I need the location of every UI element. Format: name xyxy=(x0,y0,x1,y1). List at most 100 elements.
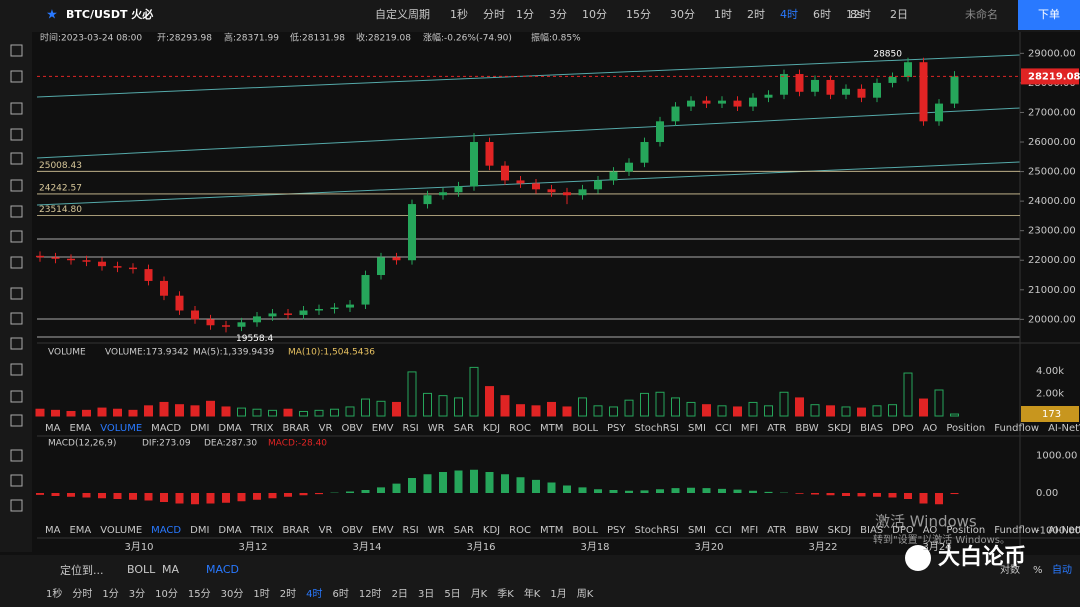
indicator-tab[interactable]: KDJ xyxy=(483,423,500,434)
bottom-period[interactable]: 15分 xyxy=(188,588,211,600)
indicator-tab[interactable]: DPO xyxy=(892,525,914,536)
period-tab[interactable]: 6时 xyxy=(813,8,831,21)
tool-icon[interactable] xyxy=(10,390,23,403)
indicator-tab[interactable]: BBW xyxy=(795,525,818,536)
bottom-period[interactable]: 1分 xyxy=(102,588,118,600)
indicator-tab[interactable]: AO xyxy=(923,423,938,434)
indicator-tab[interactable]: DPO xyxy=(892,423,914,434)
indicator-tab[interactable]: Position xyxy=(946,525,985,536)
bottom-tab[interactable]: MACD xyxy=(206,563,239,576)
indicator-tab[interactable]: BOLL xyxy=(572,525,598,536)
bottom-right[interactable]: % xyxy=(1033,565,1043,576)
indicator-tab[interactable]: ROC xyxy=(509,423,531,434)
indicator-tab[interactable]: MTM xyxy=(540,423,563,434)
bottom-period[interactable]: 季K xyxy=(497,588,514,600)
order-button[interactable] xyxy=(1018,0,1080,30)
indicator-tab[interactable]: MA xyxy=(45,525,61,536)
tool-icon[interactable] xyxy=(10,499,23,512)
period-tab[interactable]: 15分 xyxy=(626,8,651,21)
indicator-tab[interactable]: EMV xyxy=(372,525,394,536)
indicator-tab[interactable]: VR xyxy=(319,525,333,536)
bottom-right[interactable]: 对数 xyxy=(1000,563,1020,576)
tool-icon[interactable] xyxy=(10,128,23,141)
indicator-tab[interactable]: ATR xyxy=(767,525,786,536)
bottom-period[interactable]: 分时 xyxy=(72,588,92,600)
indicator-tab[interactable]: DMA xyxy=(218,423,241,434)
refresh[interactable]: 8s xyxy=(850,8,863,21)
indicator-tab[interactable]: WR xyxy=(428,423,445,434)
bottom-period[interactable]: 10分 xyxy=(155,588,178,600)
bottom-period[interactable]: 30分 xyxy=(221,588,244,600)
indicator-tab[interactable]: EMA xyxy=(69,525,91,536)
indicator-tab[interactable]: RSI xyxy=(403,525,419,536)
bottom-period[interactable]: 3分 xyxy=(129,588,145,600)
period-menu[interactable]: 自定义周期 xyxy=(375,7,430,21)
indicator-tab[interactable]: ATR xyxy=(767,423,786,434)
indicator-tab[interactable]: AI-NetVOL xyxy=(1048,423,1080,434)
indicator-tab[interactable]: RSI xyxy=(403,423,419,434)
indicator-tab[interactable]: VOLUME xyxy=(100,423,142,434)
indicator-tab[interactable]: KDJ xyxy=(483,525,500,536)
tool-icon[interactable] xyxy=(10,449,23,462)
period-tab[interactable]: 4时 xyxy=(780,8,798,21)
indicator-tab[interactable]: MACD xyxy=(151,423,181,434)
account[interactable]: 未命名 xyxy=(965,7,998,21)
period-tab[interactable]: 3分 xyxy=(549,8,567,21)
indicator-tab[interactable]: MFI xyxy=(741,423,758,434)
bottom-period[interactable]: 1秒 xyxy=(46,587,62,600)
indicator-tab[interactable]: AO xyxy=(923,525,938,536)
bottom-period[interactable]: 年K xyxy=(524,587,541,600)
indicator-tab[interactable]: CCI xyxy=(715,423,732,434)
bottom-period[interactable]: 6时 xyxy=(332,588,348,600)
bottom-period[interactable]: 2日 xyxy=(392,589,408,600)
indicator-tab[interactable]: OBV xyxy=(341,525,362,536)
bottom-period[interactable]: 月K xyxy=(471,588,488,600)
indicator-tab[interactable]: OBV xyxy=(341,423,362,434)
symbol[interactable]: BTC/USDT 火必 xyxy=(66,7,153,21)
indicator-tab[interactable]: CCI xyxy=(715,525,732,536)
indicator-tab[interactable]: PSY xyxy=(607,525,626,536)
tool-icon[interactable] xyxy=(10,152,23,165)
indicator-tab[interactable]: SKDJ xyxy=(828,525,852,536)
bottom-tab[interactable]: MA xyxy=(162,563,179,576)
indicator-tab[interactable]: PSY xyxy=(607,423,626,434)
tool-icon[interactable] xyxy=(10,70,23,83)
bottom-period[interactable]: 1时 xyxy=(253,588,269,600)
bottom-right[interactable]: 自动 xyxy=(1052,563,1072,576)
tool-icon[interactable] xyxy=(10,179,23,192)
tool-icon[interactable] xyxy=(10,363,23,376)
bottom-tab[interactable]: BOLL xyxy=(127,563,156,576)
indicator-tab[interactable]: SMI xyxy=(688,525,706,536)
tool-icon[interactable] xyxy=(10,230,23,243)
tool-icon[interactable] xyxy=(10,44,23,57)
indicator-tab[interactable]: Fundflow xyxy=(994,423,1039,434)
indicator-tab[interactable]: ROC xyxy=(509,525,531,536)
indicator-tab[interactable]: VR xyxy=(319,423,333,434)
period-tab[interactable]: 1秒 xyxy=(450,7,468,21)
indicator-tab[interactable]: MACD xyxy=(151,525,181,536)
tool-icon[interactable] xyxy=(10,205,23,218)
tool-icon[interactable] xyxy=(10,312,23,325)
indicator-tab[interactable]: BOLL xyxy=(572,423,598,434)
bottom-period[interactable]: 4时 xyxy=(306,588,322,600)
indicator-tab[interactable]: SMI xyxy=(688,423,706,434)
indicator-tab[interactable]: TRIX xyxy=(250,423,274,434)
tool-icon[interactable] xyxy=(10,474,23,487)
period-tab[interactable]: 30分 xyxy=(670,8,695,21)
period-tab[interactable]: 2时 xyxy=(747,8,765,21)
indicator-tab[interactable]: EMV xyxy=(372,423,394,434)
indicator-tab[interactable]: StochRSI xyxy=(635,525,679,536)
bottom-period[interactable]: 1月 xyxy=(550,588,566,600)
tool-icon[interactable] xyxy=(10,337,23,350)
indicator-tab[interactable]: BIAS xyxy=(860,525,883,536)
tool-icon[interactable] xyxy=(10,414,23,427)
indicator-tab[interactable]: SAR xyxy=(454,525,474,536)
star[interactable]: ★ xyxy=(46,8,58,23)
indicator-tab[interactable]: SAR xyxy=(454,423,474,434)
tool-icon[interactable] xyxy=(10,287,23,300)
period-tab[interactable]: 2日 xyxy=(890,8,908,21)
bottom-period[interactable]: 5日 xyxy=(444,589,460,600)
indicator-tab[interactable]: Fundflow xyxy=(994,525,1039,536)
bottom-period[interactable]: 周K xyxy=(577,588,594,600)
indicator-tab[interactable]: EMA xyxy=(69,423,91,434)
